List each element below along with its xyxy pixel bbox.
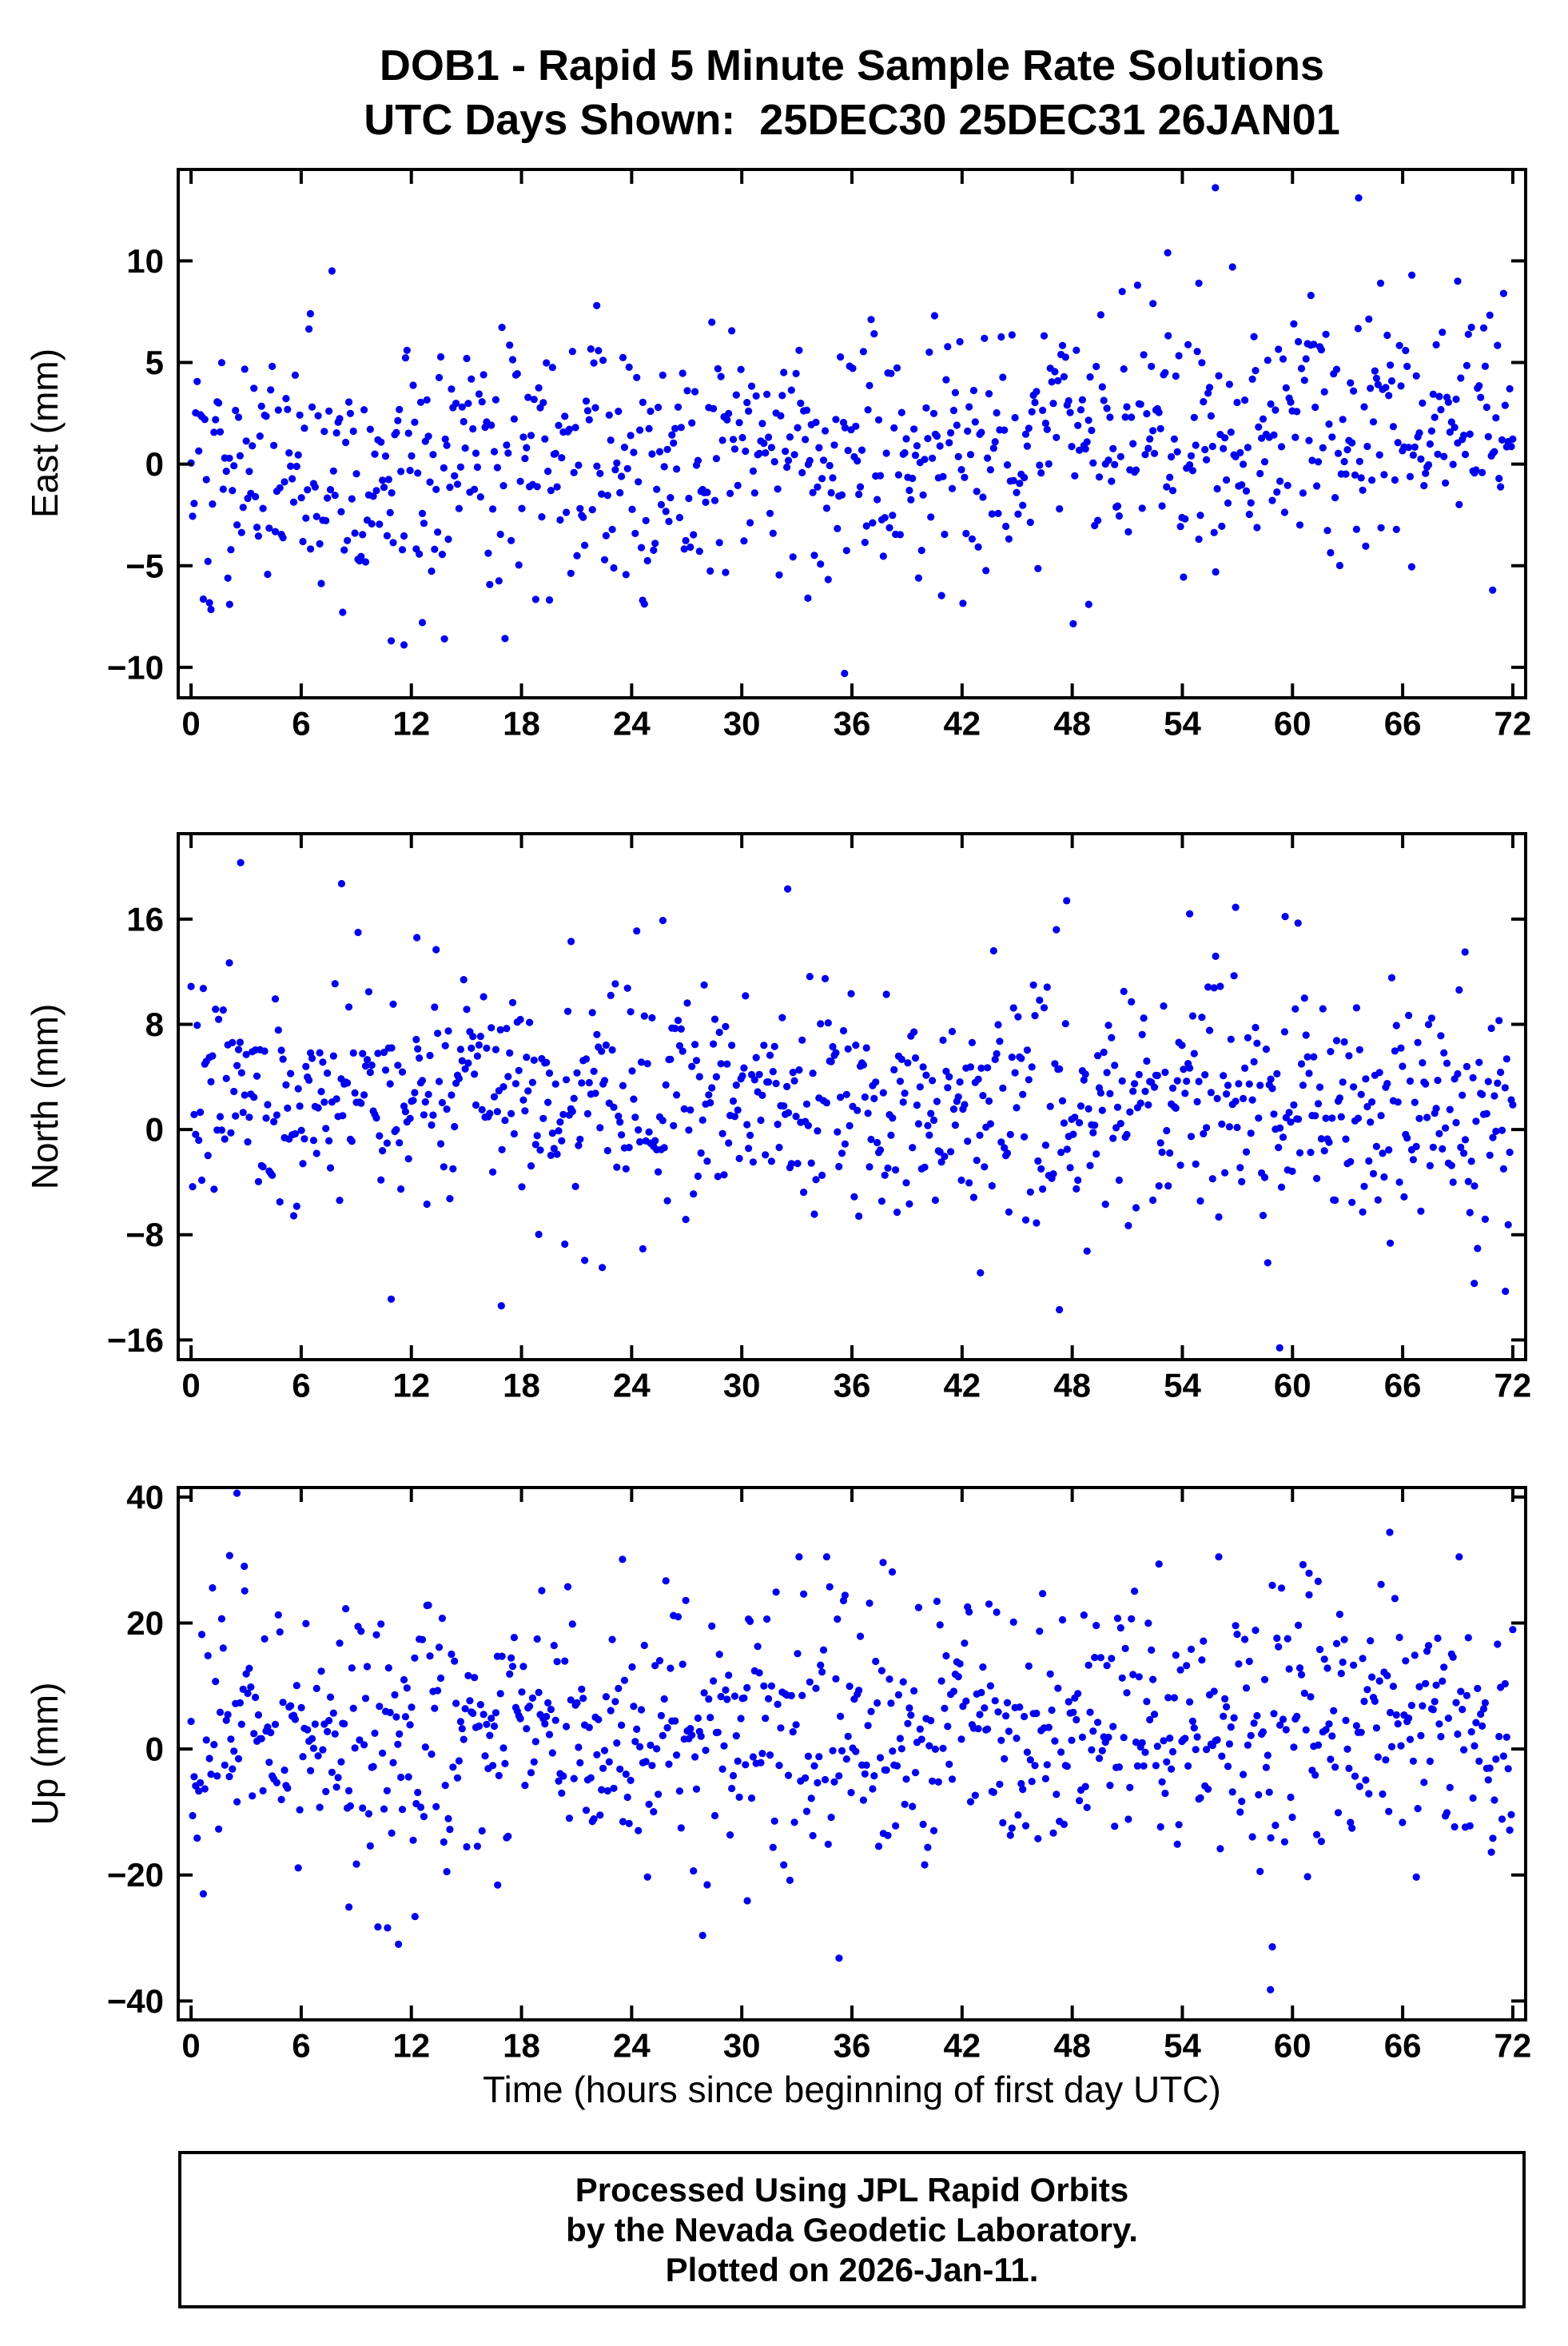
processing-note-box: Processed Using JPL Rapid Orbits by the … — [178, 2151, 1526, 2308]
svg-text:60: 60 — [1274, 2026, 1311, 2064]
chart-title-block: DOB1 - Rapid 5 Minute Sample Rate Soluti… — [178, 38, 1526, 147]
up-axes: 0 6 12 18 24 30 36 42 48 54 60 66 72 −40 −20 0 20 40 — [107, 1478, 1532, 2064]
svg-text:12: 12 — [392, 704, 430, 742]
svg-text:30: 30 — [723, 704, 761, 742]
east-axis-label: East (mm) — [24, 349, 66, 518]
svg-text:8: 8 — [145, 1006, 164, 1043]
svg-text:12: 12 — [392, 2026, 430, 2064]
svg-text:6: 6 — [292, 704, 310, 742]
svg-text:0: 0 — [181, 1366, 200, 1404]
svg-text:60: 60 — [1274, 704, 1311, 742]
svg-text:0: 0 — [181, 704, 200, 742]
chart-title-line1: DOB1 - Rapid 5 Minute Sample Rate Soluti… — [379, 42, 1325, 90]
svg-text:18: 18 — [503, 2026, 540, 2064]
svg-text:0: 0 — [145, 445, 164, 483]
chart-title-line2: UTC Days Shown: 25DEC30 25DEC31 26JAN01 — [364, 96, 1340, 144]
svg-text:−20: −20 — [107, 1856, 164, 1894]
svg-text:0: 0 — [145, 1111, 164, 1149]
svg-text:54: 54 — [1164, 2026, 1201, 2064]
svg-text:0: 0 — [145, 1731, 164, 1768]
svg-text:72: 72 — [1494, 1366, 1532, 1404]
svg-text:66: 66 — [1384, 2026, 1422, 2064]
svg-text:36: 36 — [834, 1366, 871, 1404]
svg-text:24: 24 — [613, 704, 651, 742]
svg-text:66: 66 — [1384, 1366, 1422, 1404]
svg-text:48: 48 — [1053, 2026, 1091, 2064]
svg-text:24: 24 — [613, 2026, 651, 2064]
svg-text:36: 36 — [834, 704, 871, 742]
svg-text:−16: −16 — [107, 1321, 164, 1359]
footer-line1: Processed Using JPL Rapid Orbits — [575, 2170, 1129, 2209]
svg-text:66: 66 — [1384, 704, 1422, 742]
svg-text:72: 72 — [1494, 2026, 1532, 2064]
svg-text:30: 30 — [723, 1366, 761, 1404]
svg-text:−10: −10 — [107, 648, 164, 686]
svg-text:−5: −5 — [125, 547, 164, 584]
svg-text:20: 20 — [126, 1604, 164, 1642]
north-points — [187, 858, 1517, 1352]
up-axis-label: Up (mm) — [24, 1683, 66, 1826]
svg-text:72: 72 — [1494, 704, 1532, 742]
x-axis-label: Time (hours since beginning of first day… — [483, 2069, 1221, 2110]
svg-text:−40: −40 — [107, 1982, 164, 2020]
footer-line3: Plotted on 2026-Jan-11. — [665, 2250, 1039, 2288]
north-axes: 0 6 12 18 24 30 36 42 48 54 60 66 72 −16 −8 0 8 16 — [107, 832, 1532, 1404]
north-axis-label: North (mm) — [24, 1004, 66, 1190]
up-points — [187, 1489, 1517, 1994]
svg-text:6: 6 — [292, 2026, 310, 2064]
footer-line2: by the Nevada Geodetic Laboratory. — [566, 2210, 1138, 2248]
east-axes: 0 6 12 18 24 30 36 42 48 54 60 66 72 −10 −5 0 5 10 — [107, 168, 1532, 742]
svg-text:24: 24 — [613, 1366, 651, 1404]
svg-text:36: 36 — [834, 2026, 871, 2064]
svg-text:12: 12 — [392, 1366, 430, 1404]
svg-text:16: 16 — [126, 900, 164, 938]
svg-text:48: 48 — [1053, 1366, 1091, 1404]
svg-text:5: 5 — [145, 344, 164, 381]
svg-text:54: 54 — [1164, 704, 1201, 742]
svg-text:−8: −8 — [125, 1216, 164, 1253]
east-points — [187, 184, 1517, 678]
svg-text:48: 48 — [1053, 704, 1091, 742]
svg-text:42: 42 — [943, 2026, 981, 2064]
svg-text:0: 0 — [181, 2026, 200, 2064]
svg-text:10: 10 — [126, 242, 164, 280]
svg-text:40: 40 — [126, 1478, 164, 1516]
svg-text:42: 42 — [943, 1366, 981, 1404]
svg-text:30: 30 — [723, 2026, 761, 2064]
svg-text:60: 60 — [1274, 1366, 1311, 1404]
scatter-points-layer — [187, 184, 1517, 1994]
svg-text:18: 18 — [503, 704, 540, 742]
svg-text:18: 18 — [503, 1366, 540, 1404]
svg-text:42: 42 — [943, 704, 981, 742]
svg-text:6: 6 — [292, 1366, 310, 1404]
svg-text:54: 54 — [1164, 1366, 1201, 1404]
